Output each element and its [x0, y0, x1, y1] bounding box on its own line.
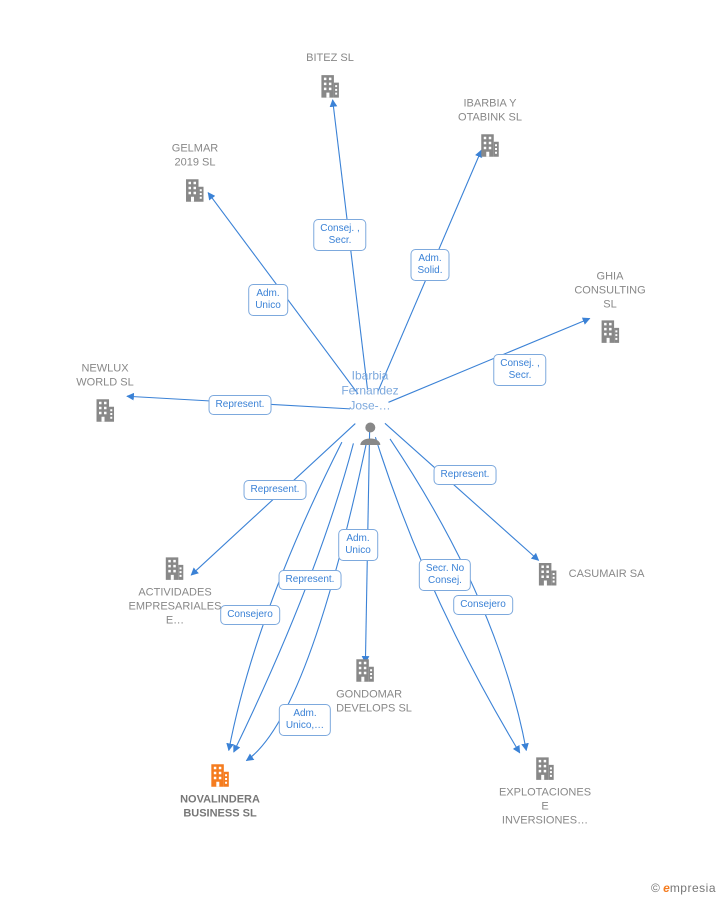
edge-line: [388, 318, 589, 402]
edge-label: Adm. Unico: [248, 284, 288, 316]
edge-label: Consejero: [220, 605, 280, 625]
edge-label: Consej. , Secr.: [493, 354, 546, 386]
company-node[interactable]: GELMAR 2019 SL: [172, 142, 218, 208]
company-node[interactable]: GHIA CONSULTING SL: [574, 270, 645, 349]
building-icon: [315, 70, 345, 100]
credit: © empresia: [651, 881, 716, 895]
edge-label: Represent.: [244, 480, 307, 500]
company-node[interactable]: ACTIVIDADES EMPRESARIALES E…: [129, 552, 222, 627]
edge-line: [385, 423, 539, 560]
company-label: CASUMAIR SA: [569, 568, 645, 582]
credit-copyright: ©: [651, 881, 660, 895]
company-label: GHIA CONSULTING SL: [574, 270, 645, 311]
building-icon: [595, 316, 625, 346]
company-node[interactable]: CASUMAIR SA: [533, 558, 645, 592]
company-label: IBARBIA Y OTABINK SL: [458, 97, 522, 125]
center-node[interactable]: Ibarbia Fernandez Jose-…: [341, 369, 398, 452]
credit-brand-rest: mpresia: [670, 881, 716, 895]
edge-label: Adm. Solid.: [410, 249, 449, 281]
company-label: GONDOMAR DEVELOPS SL: [336, 688, 412, 716]
building-icon: [475, 129, 505, 159]
credit-brand-initial: e: [663, 881, 670, 895]
building-icon: [530, 752, 560, 782]
edge-label: Consej. , Secr.: [313, 219, 366, 251]
company-node[interactable]: GONDOMAR DEVELOPS SL: [318, 654, 412, 716]
building-icon: [160, 552, 190, 582]
company-label: EXPLOTACIONES E INVERSIONES…: [499, 786, 591, 827]
company-node[interactable]: BITEZ SL: [306, 52, 354, 104]
edge-label: Represent.: [209, 395, 272, 415]
edge-label: Secr. No Consej.: [419, 559, 471, 591]
company-label: NOVALINDERA BUSINESS SL: [180, 793, 260, 821]
building-icon: [350, 654, 380, 684]
center-label: Ibarbia Fernandez Jose-…: [341, 369, 398, 414]
company-label: NEWLUX WORLD SL: [76, 362, 133, 390]
network-diagram: Consej. , Secr. Adm. Solid. Adm. Unico Cons…: [0, 0, 728, 905]
building-icon: [205, 759, 235, 789]
building-icon: [90, 394, 120, 424]
edge-label: Represent.: [434, 465, 497, 485]
company-node[interactable]: NEWLUX WORLD SL: [76, 362, 133, 428]
edge-label: Represent.: [279, 570, 342, 590]
edge-label: Consejero: [453, 595, 513, 615]
building-icon: [180, 174, 210, 204]
building-icon: [533, 558, 563, 588]
edge-label: Adm. Unico: [338, 529, 378, 561]
company-node[interactable]: NOVALINDERA BUSINESS SL: [180, 759, 260, 821]
person-icon: [355, 418, 385, 448]
company-node[interactable]: EXPLOTACIONES E INVERSIONES…: [499, 752, 591, 827]
company-label: ACTIVIDADES EMPRESARIALES E…: [129, 586, 222, 627]
company-node[interactable]: IBARBIA Y OTABINK SL: [458, 97, 522, 163]
company-label: GELMAR 2019 SL: [172, 142, 218, 170]
company-label: BITEZ SL: [306, 52, 354, 66]
edges-layer: [0, 0, 728, 905]
